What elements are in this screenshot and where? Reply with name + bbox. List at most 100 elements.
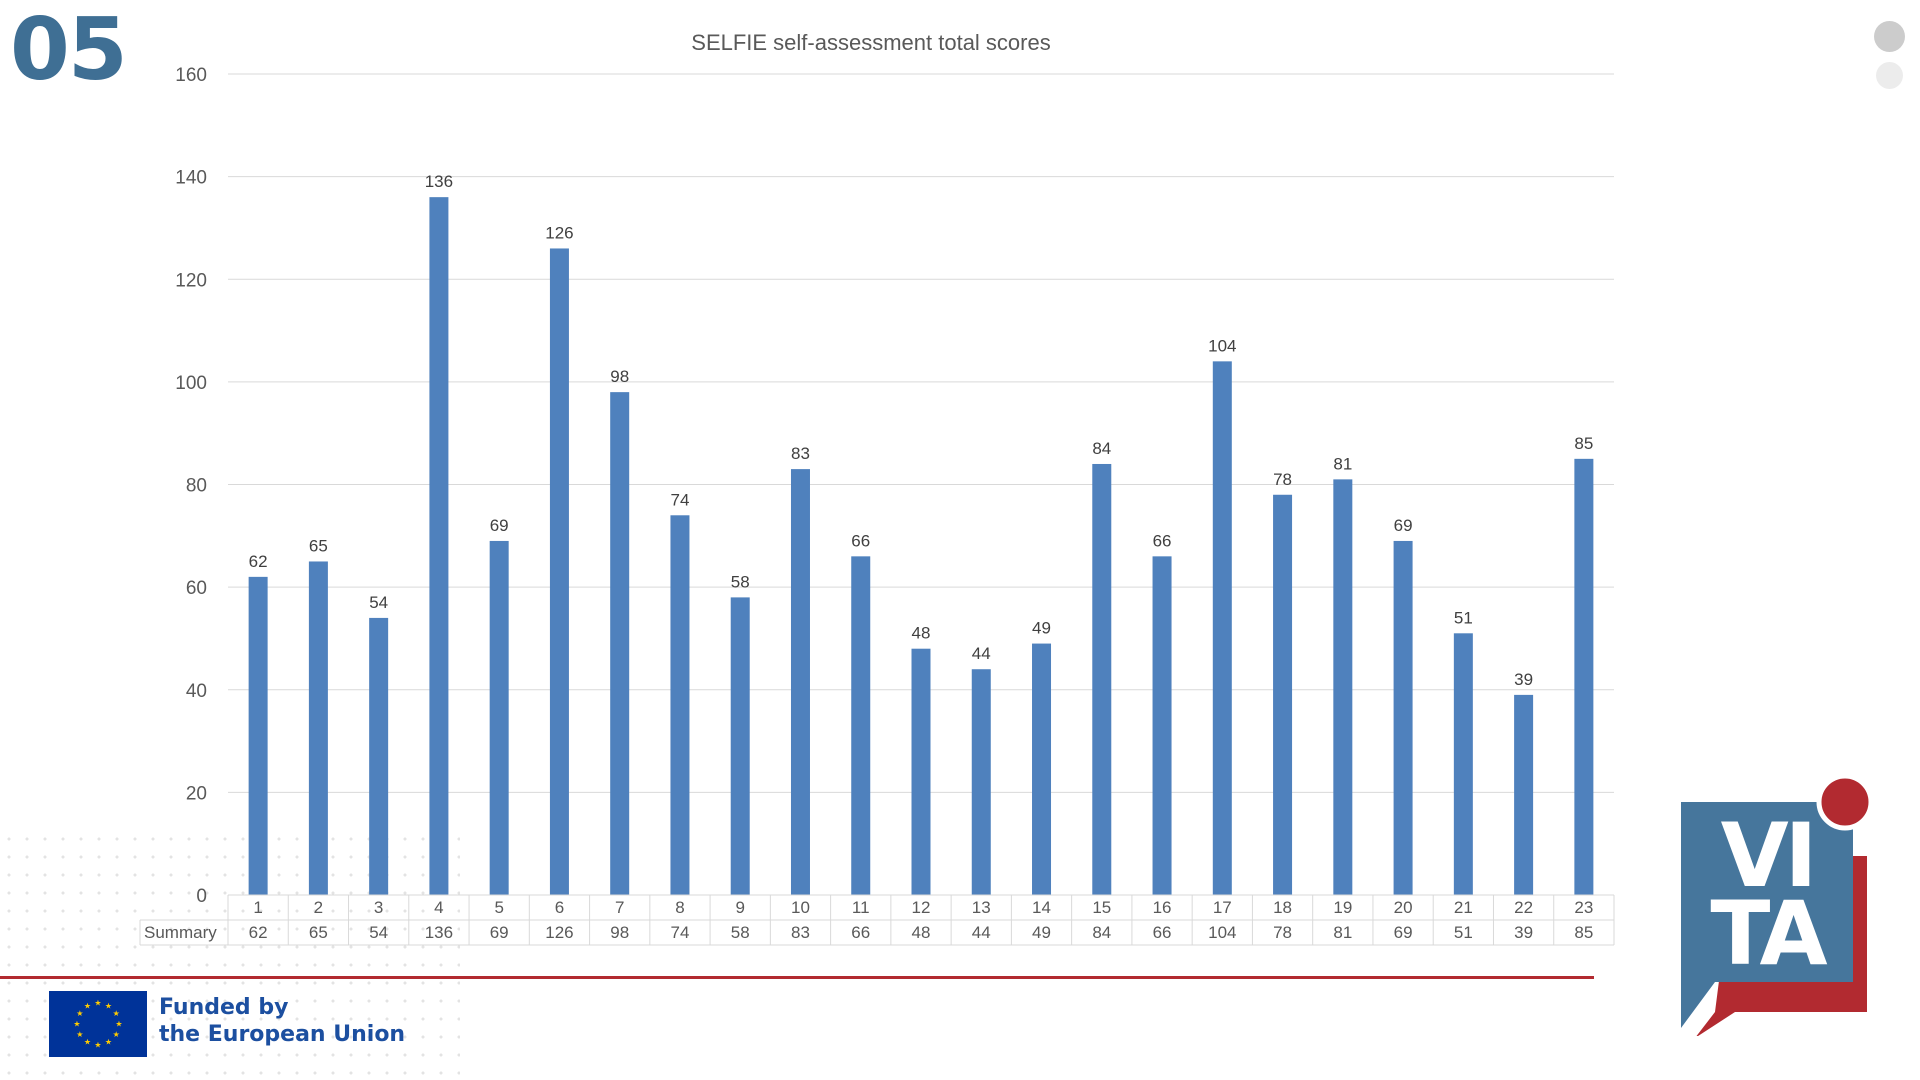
table-value: 65 (309, 923, 328, 942)
y-tick-label: 100 (175, 373, 207, 394)
data-label: 78 (1273, 470, 1292, 489)
bar (790, 469, 810, 895)
footer-divider (0, 976, 1594, 979)
data-label: 83 (791, 444, 810, 463)
bar (1212, 361, 1232, 896)
funded-by-eu-text: Funded by the European Union (159, 994, 405, 1048)
bar (1092, 463, 1112, 895)
table-value: 69 (490, 923, 509, 942)
category-label: 2 (314, 898, 323, 917)
vita-logo: VI TA (1681, 776, 1874, 1036)
data-label: 58 (731, 572, 750, 591)
eu-star-icon: ★ (84, 1001, 91, 1010)
table-value: 74 (670, 923, 689, 942)
y-tick-label: 80 (186, 476, 207, 497)
nav-dot-inactive[interactable] (1876, 62, 1903, 89)
data-label: 81 (1333, 454, 1352, 473)
table-value: 62 (249, 923, 268, 942)
data-label: 66 (1153, 531, 1172, 550)
bar (851, 556, 871, 895)
data-label: 136 (425, 172, 453, 191)
table-value: 49 (1032, 923, 1051, 942)
category-label: 6 (555, 898, 564, 917)
data-label: 69 (1394, 516, 1413, 535)
eu-flag-icon: ★ ★★★★★★★★★★★ (49, 991, 147, 1057)
logo-text-vi: VI (1721, 804, 1814, 907)
data-label: 126 (545, 223, 573, 242)
bar (1453, 633, 1473, 895)
category-label: 4 (434, 898, 443, 917)
table-value: 98 (610, 923, 629, 942)
bar (549, 248, 569, 895)
data-label: 69 (490, 516, 509, 535)
y-tick-label: 20 (186, 783, 207, 804)
slide-number: 05 (10, 0, 128, 100)
data-label: 65 (309, 536, 328, 555)
table-value: 44 (972, 923, 991, 942)
category-label: 9 (735, 898, 744, 917)
category-label: 14 (1032, 898, 1051, 917)
y-tick-label: 40 (186, 681, 207, 702)
data-label: 62 (249, 552, 268, 571)
table-value: 104 (1208, 923, 1236, 942)
bar-chart: SELFIE self-assessment total scores 0 20 40… (139, 30, 1615, 946)
eu-star-icon: ★ (76, 1030, 83, 1039)
table-value: 66 (1153, 923, 1172, 942)
nav-dot-active[interactable] (1874, 21, 1905, 52)
chart-title: SELFIE self-assessment total scores (691, 30, 1050, 55)
table-value: 66 (851, 923, 870, 942)
eu-star-icon: ★ (113, 1009, 120, 1018)
table-value: 54 (369, 923, 388, 942)
bar (730, 597, 750, 895)
data-label: 74 (670, 490, 689, 509)
data-label: 54 (369, 593, 388, 612)
eu-star-icon: ★ (105, 1001, 112, 1010)
data-label: 39 (1514, 670, 1533, 689)
data-label: 44 (972, 644, 991, 663)
category-label: 17 (1213, 898, 1232, 917)
series-name-label: Summary (144, 923, 217, 942)
y-tick-label: 0 (196, 886, 207, 907)
eu-star-icon: ★ (105, 1038, 112, 1047)
funded-line-2: the European Union (159, 1022, 406, 1047)
category-label: 20 (1394, 898, 1413, 917)
eu-star-icon: ★ (73, 1020, 80, 1029)
category-label: 7 (615, 898, 624, 917)
table-value: 39 (1514, 923, 1533, 942)
category-label: 23 (1574, 898, 1593, 917)
table-value: 48 (912, 923, 931, 942)
data-label: 66 (851, 531, 870, 550)
bar (1514, 694, 1534, 895)
bar (429, 197, 449, 895)
table-value: 69 (1394, 923, 1413, 942)
bar (1333, 479, 1353, 895)
bar (1574, 458, 1594, 895)
category-label: 16 (1153, 898, 1172, 917)
data-label: 85 (1574, 434, 1593, 453)
eu-star-icon: ★ (76, 1009, 83, 1018)
data-label: 48 (912, 624, 931, 643)
category-label: 19 (1333, 898, 1352, 917)
eu-star-icon: ★ (94, 1041, 101, 1050)
funded-line-1: Funded by (159, 995, 289, 1020)
bar (670, 515, 690, 895)
category-label: 10 (791, 898, 810, 917)
category-label: 13 (972, 898, 991, 917)
data-label: 104 (1208, 336, 1236, 355)
category-label: 22 (1514, 898, 1533, 917)
category-label: 15 (1092, 898, 1111, 917)
category-label: 18 (1273, 898, 1292, 917)
category-label: 12 (912, 898, 931, 917)
bar (489, 540, 509, 895)
data-label: 51 (1454, 608, 1473, 627)
bar (610, 392, 630, 895)
bar (308, 561, 328, 895)
category-label: 11 (852, 898, 870, 917)
y-tick-label: 120 (175, 270, 207, 291)
category-label: 1 (253, 898, 262, 917)
table-value: 58 (731, 923, 750, 942)
data-label: 84 (1092, 439, 1111, 458)
table-value: 136 (425, 923, 453, 942)
category-label: 3 (374, 898, 383, 917)
bar (1273, 494, 1293, 895)
